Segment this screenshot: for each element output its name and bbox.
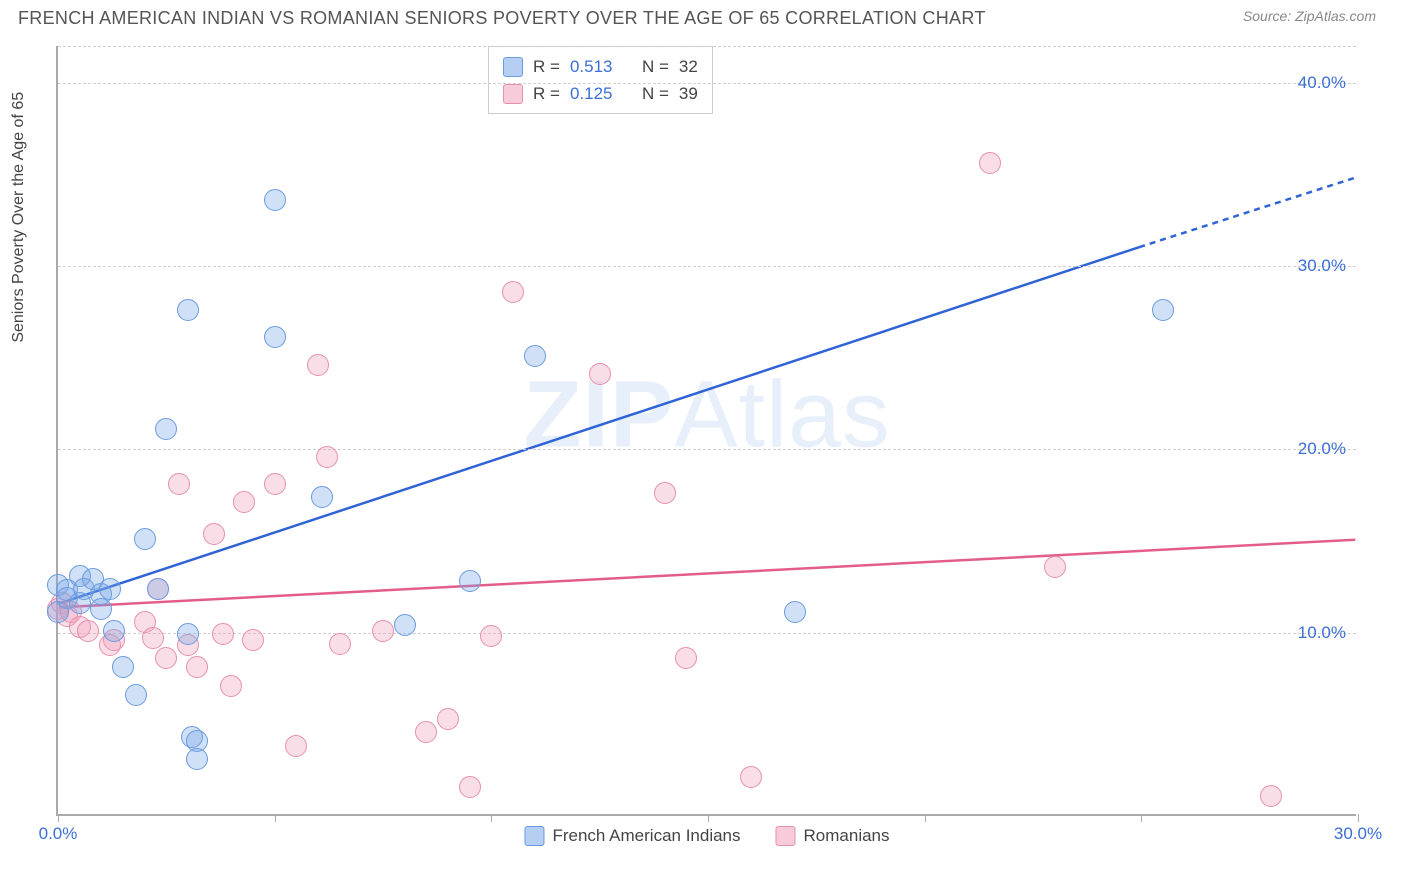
x-tick xyxy=(275,814,276,822)
n-value-blue: 32 xyxy=(679,53,698,80)
swatch-blue xyxy=(524,826,544,846)
data-point-pink xyxy=(979,152,1001,174)
data-point-blue xyxy=(186,748,208,770)
n-value-pink: 39 xyxy=(679,80,698,107)
watermark-light: Atlas xyxy=(674,361,890,467)
data-point-pink xyxy=(186,656,208,678)
x-tick-label: 0.0% xyxy=(39,824,78,844)
stats-legend: R = 0.513 N = 32 R = 0.125 N = 39 xyxy=(488,46,713,114)
gridline xyxy=(58,449,1356,450)
data-point-blue xyxy=(155,418,177,440)
data-point-blue xyxy=(125,684,147,706)
data-point-pink xyxy=(155,647,177,669)
y-tick-label: 30.0% xyxy=(1298,256,1346,276)
data-point-blue xyxy=(147,578,169,600)
trend-line xyxy=(1139,178,1355,247)
data-point-pink xyxy=(264,473,286,495)
data-point-blue xyxy=(459,570,481,592)
gridline xyxy=(58,46,1356,47)
data-point-pink xyxy=(242,629,264,651)
y-axis-label: Seniors Poverty Over the Age of 65 xyxy=(10,92,28,343)
swatch-pink xyxy=(503,84,523,104)
x-tick xyxy=(925,814,926,822)
data-point-pink xyxy=(329,633,351,655)
data-point-pink xyxy=(233,491,255,513)
data-point-pink xyxy=(437,708,459,730)
data-point-pink xyxy=(675,647,697,669)
data-point-pink xyxy=(1260,785,1282,807)
r-value-pink: 0.125 xyxy=(570,80,613,107)
y-tick-label: 20.0% xyxy=(1298,439,1346,459)
data-point-blue xyxy=(1152,299,1174,321)
data-point-pink xyxy=(480,625,502,647)
data-point-blue xyxy=(264,326,286,348)
swatch-blue xyxy=(503,57,523,77)
data-point-pink xyxy=(285,735,307,757)
stats-row-pink: R = 0.125 N = 39 xyxy=(503,80,698,107)
stats-row-blue: R = 0.513 N = 32 xyxy=(503,53,698,80)
trend-line xyxy=(59,247,1140,604)
data-point-blue xyxy=(134,528,156,550)
chart-title: FRENCH AMERICAN INDIAN VS ROMANIAN SENIO… xyxy=(18,8,986,29)
legend-item-pink: Romanians xyxy=(776,826,890,846)
source-link[interactable]: ZipAtlas.com xyxy=(1295,8,1376,24)
source-prefix: Source: xyxy=(1243,8,1295,24)
data-point-pink xyxy=(654,482,676,504)
data-point-pink xyxy=(307,354,329,376)
legend-item-blue: French American Indians xyxy=(524,826,740,846)
x-tick xyxy=(708,814,709,822)
data-point-pink xyxy=(142,627,164,649)
data-point-pink xyxy=(77,620,99,642)
data-point-pink xyxy=(203,523,225,545)
data-point-pink xyxy=(459,776,481,798)
r-value-blue: 0.513 xyxy=(570,53,613,80)
data-point-pink xyxy=(502,281,524,303)
plot-area: ZIPAtlas R = 0.513 N = 32 R = 0.125 N = … xyxy=(56,46,1356,816)
data-point-pink xyxy=(740,766,762,788)
data-point-pink xyxy=(372,620,394,642)
y-tick-label: 40.0% xyxy=(1298,73,1346,93)
data-point-blue xyxy=(394,614,416,636)
data-point-pink xyxy=(589,363,611,385)
chart-container: Seniors Poverty Over the Age of 65 ZIPAt… xyxy=(18,38,1388,848)
legend-label-pink: Romanians xyxy=(804,826,890,846)
r-label: R = xyxy=(533,80,560,107)
x-tick xyxy=(1358,814,1359,822)
trend-lines-svg xyxy=(58,46,1356,814)
gridline xyxy=(58,266,1356,267)
source-attribution: Source: ZipAtlas.com xyxy=(1243,8,1376,24)
data-point-blue xyxy=(264,189,286,211)
data-point-pink xyxy=(316,446,338,468)
legend-label-blue: French American Indians xyxy=(552,826,740,846)
y-tick-label: 10.0% xyxy=(1298,623,1346,643)
data-point-blue xyxy=(177,299,199,321)
data-point-blue xyxy=(311,486,333,508)
n-label: N = xyxy=(642,53,669,80)
data-point-pink xyxy=(168,473,190,495)
swatch-pink xyxy=(776,826,796,846)
gridline xyxy=(58,83,1356,84)
data-point-blue xyxy=(177,623,199,645)
data-point-pink xyxy=(415,721,437,743)
data-point-blue xyxy=(784,601,806,623)
data-point-blue xyxy=(112,656,134,678)
x-tick xyxy=(58,814,59,822)
x-tick xyxy=(1141,814,1142,822)
watermark: ZIPAtlas xyxy=(524,360,891,469)
data-point-blue xyxy=(103,620,125,642)
trend-line xyxy=(59,540,1356,608)
n-label: N = xyxy=(642,80,669,107)
x-tick xyxy=(491,814,492,822)
r-label: R = xyxy=(533,53,560,80)
x-tick-label: 30.0% xyxy=(1334,824,1382,844)
data-point-pink xyxy=(220,675,242,697)
data-point-pink xyxy=(1044,556,1066,578)
data-point-blue xyxy=(90,598,112,620)
data-point-pink xyxy=(212,623,234,645)
data-point-blue xyxy=(524,345,546,367)
data-point-blue xyxy=(99,578,121,600)
bottom-legend: French American Indians Romanians xyxy=(524,826,889,846)
